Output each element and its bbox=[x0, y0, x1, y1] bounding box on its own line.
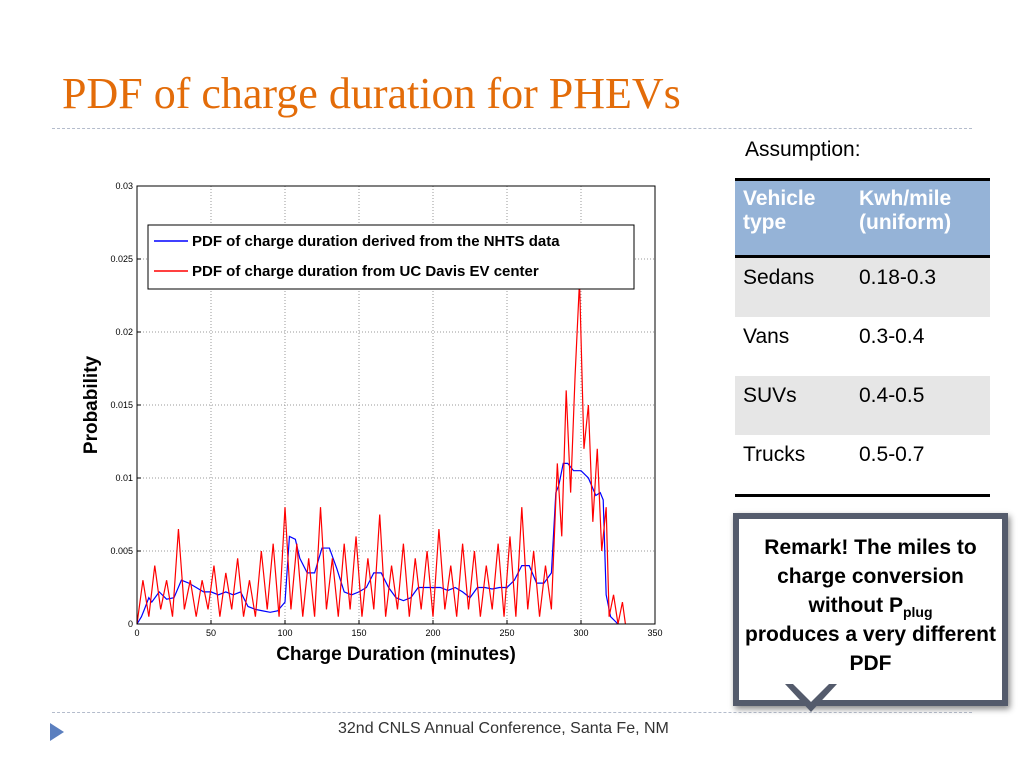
x-tick-label: 350 bbox=[647, 628, 662, 638]
cell: 0.18-0.3 bbox=[851, 256, 990, 317]
separator bbox=[52, 712, 972, 713]
cell: 0.3-0.4 bbox=[859, 325, 925, 348]
cell: 0.4-0.5 bbox=[851, 376, 990, 435]
footer: 32nd CNLS Annual Conference, Santa Fe, N… bbox=[338, 720, 669, 737]
y-tick-label: 0.02 bbox=[115, 327, 133, 337]
x-tick-label: 100 bbox=[277, 628, 292, 638]
header-cell: Vehicle type bbox=[735, 178, 851, 258]
callout-tail bbox=[785, 684, 837, 712]
x-tick-label: 250 bbox=[499, 628, 514, 638]
vehicle-table: Vehicle type Kwh/mile (uniform) Sedans 0.1… bbox=[735, 178, 990, 497]
header-cell: Kwh/mile (uniform) bbox=[851, 178, 990, 258]
remark-text: Remark! The miles to charge conversion w… bbox=[764, 536, 977, 617]
y-tick-label: 0.03 bbox=[115, 181, 133, 191]
y-axis-label: Probability bbox=[81, 355, 102, 454]
y-tick-label: 0.01 bbox=[115, 473, 133, 483]
assumption: Assumption: bbox=[745, 138, 861, 161]
legend-label: PDF of charge duration derived from the … bbox=[192, 233, 560, 250]
separator bbox=[52, 128, 972, 129]
x-tick-label: 200 bbox=[425, 628, 440, 638]
chart: 0 50 100 150 200 250 300 350 0 0.005 0.01 0.015 0.02… bbox=[81, 181, 663, 665]
remark-sub: plug bbox=[902, 604, 933, 621]
footer-arrow bbox=[50, 723, 64, 741]
x-axis-label: Charge Duration (minutes) bbox=[276, 644, 516, 665]
y-tick-label: 0.025 bbox=[110, 254, 133, 264]
slide-title: PDF of charge duration for PHEVs bbox=[62, 69, 681, 118]
cell: Trucks bbox=[735, 435, 851, 497]
cell: 0.5-0.7 bbox=[851, 435, 990, 497]
remark-box: Remark! The miles to charge conversion w… bbox=[733, 513, 1008, 706]
legend-label: PDF of charge duration from UC Davis EV … bbox=[192, 263, 539, 280]
cell: Sedans bbox=[735, 256, 851, 317]
x-tick-label: 150 bbox=[351, 628, 366, 638]
x-tick-label: 300 bbox=[573, 628, 588, 638]
cell: SUVs bbox=[735, 376, 851, 435]
remark-text: produces a very different PDF bbox=[745, 623, 996, 675]
y-tick-label: 0.015 bbox=[110, 400, 133, 410]
legend-box bbox=[147, 224, 635, 290]
y-tick-label: 0 bbox=[128, 619, 133, 629]
data-line bbox=[136, 280, 626, 625]
y-tick-label: 0.005 bbox=[110, 546, 133, 556]
cell: Vans bbox=[743, 325, 790, 348]
x-tick-label: 0 bbox=[134, 628, 139, 638]
plot-frame bbox=[136, 185, 656, 625]
x-tick-label: 50 bbox=[206, 628, 216, 638]
